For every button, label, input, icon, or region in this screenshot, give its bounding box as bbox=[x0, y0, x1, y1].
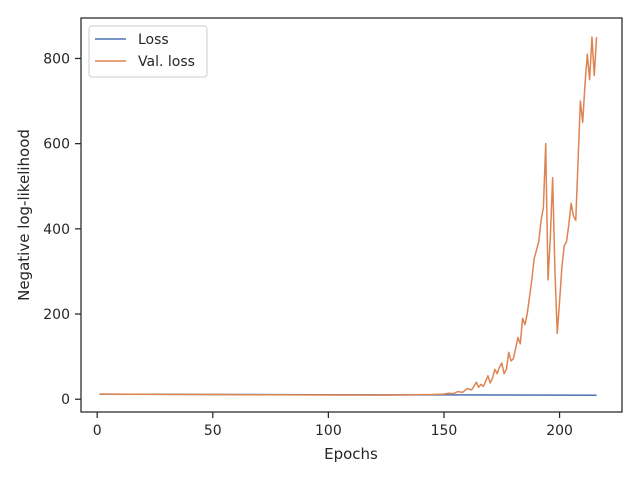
y-tick-label: 600 bbox=[43, 137, 70, 153]
x-tick-label: 50 bbox=[204, 423, 222, 439]
x-axis-label: Epochs bbox=[324, 445, 378, 463]
y-axis-label: Negative log-likelihood bbox=[15, 129, 33, 301]
x-tick-label: 150 bbox=[431, 423, 458, 439]
y-tick-label: 200 bbox=[43, 307, 70, 323]
x-axis: 0 50 100 150 200 bbox=[93, 412, 573, 439]
legend-label-1: Val. loss bbox=[138, 54, 195, 70]
plot-lines bbox=[99, 36, 598, 396]
plot-area-frame bbox=[80, 17, 623, 413]
y-tick-label: 800 bbox=[43, 51, 70, 67]
y-tick-label: 400 bbox=[43, 222, 70, 238]
series-line-1 bbox=[99, 36, 598, 396]
x-tick-label: 100 bbox=[315, 423, 342, 439]
legend-label-0: Loss bbox=[138, 32, 169, 48]
y-tick-label: 0 bbox=[61, 392, 70, 408]
x-tick-label: 200 bbox=[546, 423, 573, 439]
y-axis: 0 200 400 600 800 bbox=[43, 51, 81, 408]
legend: Loss Val. loss bbox=[88, 25, 208, 78]
x-tick-label: 0 bbox=[93, 423, 102, 439]
